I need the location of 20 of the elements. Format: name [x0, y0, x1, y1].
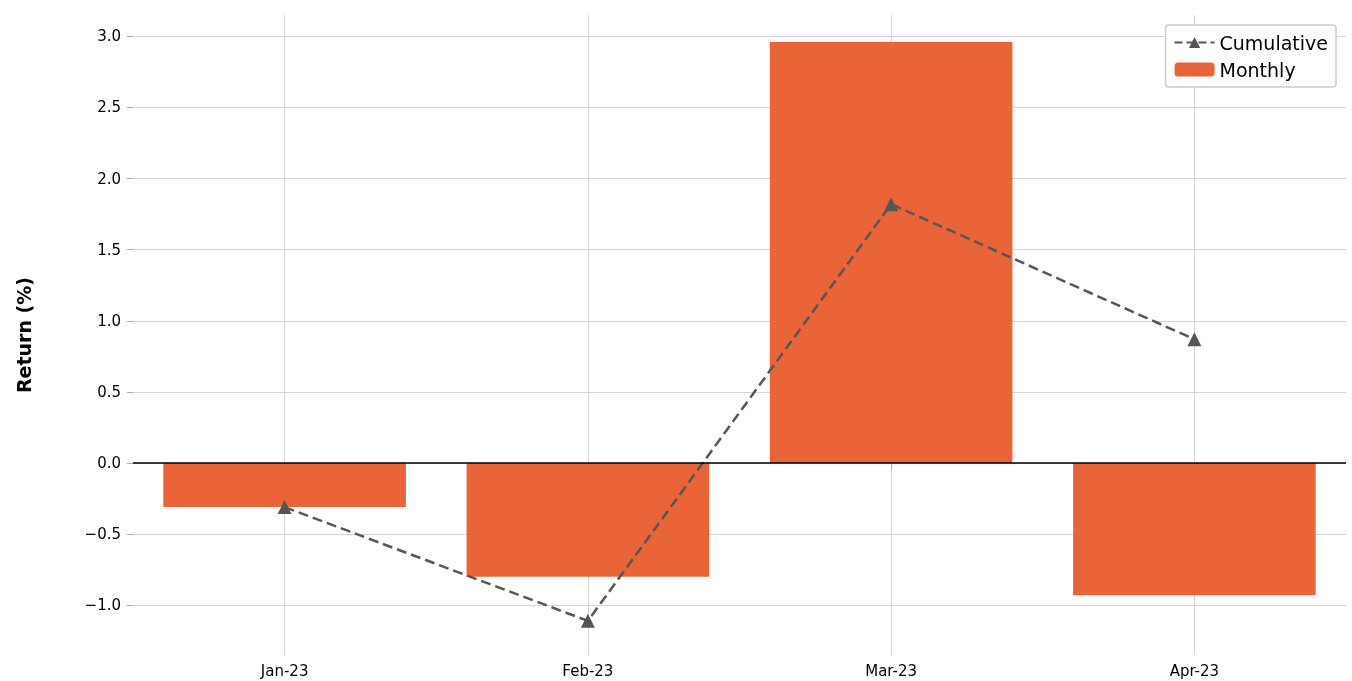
y-tick-label: −1.0 — [84, 596, 121, 615]
point — [1187, 332, 1202, 347]
point — [580, 613, 595, 628]
legend-label: Monthly — [1219, 58, 1296, 81]
y-tick-label: 2.5 — [97, 98, 121, 117]
y-tick-label: 1.5 — [97, 240, 121, 259]
y-tick-label: 0.5 — [97, 382, 121, 401]
y-tick-label: 2.0 — [97, 169, 121, 188]
y-tick-label: 1.0 — [97, 311, 121, 330]
y-tick-label: −0.5 — [84, 525, 121, 544]
point — [277, 500, 292, 515]
y-axis-title: Return (%) — [12, 276, 35, 394]
legend-label: Cumulative — [1219, 31, 1329, 54]
x-tick-label: Feb-23 — [562, 661, 614, 680]
y-tick-label: 3.0 — [97, 27, 121, 46]
x-tick-label: Jan-23 — [259, 661, 309, 680]
x-tick-label: Apr-23 — [1169, 661, 1220, 680]
y-tick-label: 0.0 — [97, 454, 121, 472]
point — [884, 197, 899, 212]
x-tick-label: Mar-23 — [865, 661, 918, 680]
